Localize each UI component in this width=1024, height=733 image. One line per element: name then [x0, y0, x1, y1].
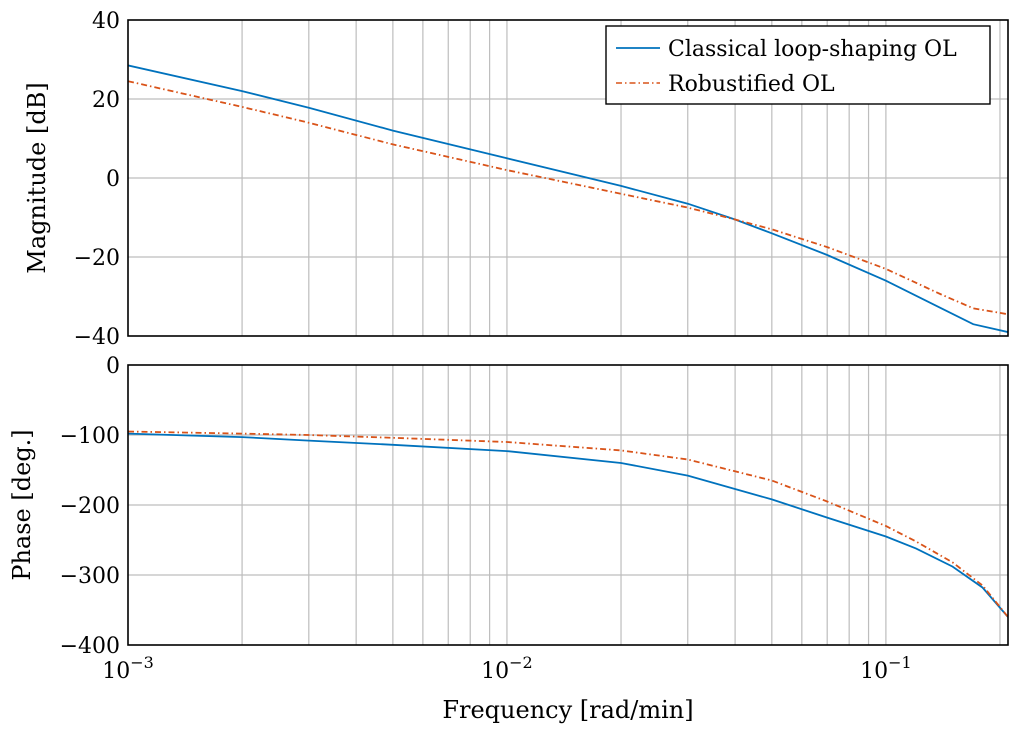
legend: Classical loop-shaping OL Robustified OL [605, 25, 991, 105]
phase-y-axis-label: Phase [deg.] [8, 429, 36, 580]
x-tick-label: 10−1 [860, 653, 912, 684]
phase-y-tick-label: −200 [60, 494, 120, 519]
magnitude-panel: 40 20 0 −20 −40 Magnitude [dB] Classical loo… [23, 9, 1009, 350]
magnitude-y-tick-label: −20 [74, 246, 120, 271]
x-axis-label: Frequency [rad/min] [442, 696, 693, 724]
magnitude-lines [128, 64, 1008, 333]
phase-y-ticks: 0 −100 −200 −300 −400 [60, 354, 120, 659]
phase-panel: 0 −100 −200 −300 −400 10−3 10−2 10−1 Phase [de… [8, 354, 1009, 724]
phase-y-tick-label: −100 [60, 424, 120, 449]
phase-x-ticks: 10−3 10−2 10−1 [102, 653, 911, 684]
legend-entry-classical: Classical loop-shaping OL [668, 37, 957, 62]
phase-y-tick-label: −300 [60, 564, 120, 589]
phase-grid [128, 365, 1008, 645]
magnitude-plot-frame [127, 19, 1009, 337]
magnitude-y-axis-label: Magnitude [dB] [23, 82, 51, 273]
magnitude-series-robustified-line [128, 80, 1008, 316]
phase-plot-frame [127, 364, 1009, 646]
x-tick-label: 10−3 [102, 653, 154, 684]
magnitude-y-tick-label: 20 [92, 88, 120, 113]
phase-series-robustified-line [128, 430, 1008, 618]
x-tick-label: 10−2 [481, 653, 533, 684]
magnitude-y-tick-label: 40 [92, 9, 120, 34]
phase-y-tick-label: −400 [60, 634, 120, 659]
magnitude-y-ticks: 40 20 0 −20 −40 [74, 9, 120, 350]
legend-box [605, 25, 991, 105]
magnitude-y-tick-label: −40 [74, 325, 120, 350]
magnitude-series-classical-line [128, 64, 1008, 333]
magnitude-y-tick-label: 0 [106, 167, 120, 192]
phase-series-classical-line [128, 432, 1008, 618]
phase-y-tick-label: 0 [106, 354, 120, 379]
legend-entry-robustified: Robustified OL [668, 72, 835, 97]
phase-lines [128, 430, 1008, 618]
